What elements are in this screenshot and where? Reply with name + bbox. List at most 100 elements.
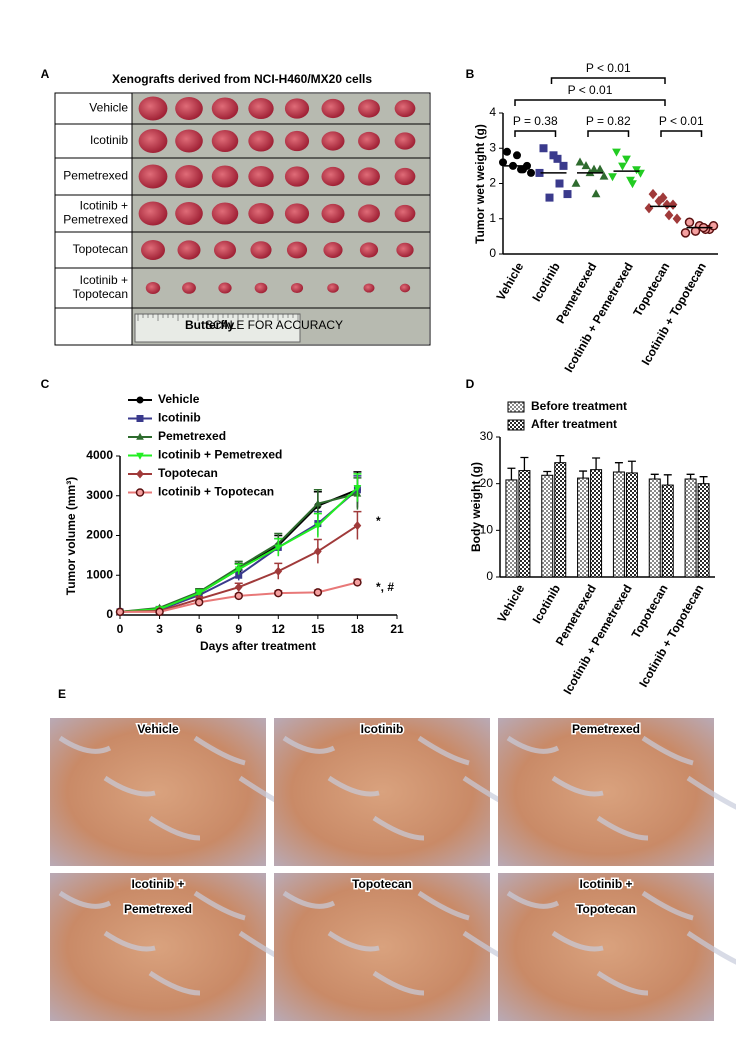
tumor xyxy=(250,241,272,259)
point xyxy=(672,213,682,224)
panel-label: D xyxy=(466,377,475,391)
legend-label: Topotecan xyxy=(158,466,218,480)
row-label: Pemetrexed xyxy=(63,213,128,227)
point xyxy=(622,155,631,164)
tumor xyxy=(211,165,239,188)
tumor xyxy=(321,203,345,224)
point xyxy=(555,179,564,188)
bar xyxy=(505,479,518,578)
tumor xyxy=(323,242,343,258)
tumor xyxy=(138,96,168,121)
ruler-text: Butterfly xyxy=(185,318,235,332)
point xyxy=(648,188,658,200)
ruler xyxy=(134,313,301,343)
tumor xyxy=(284,203,310,224)
point xyxy=(274,588,283,598)
y-tick-label: 2 xyxy=(489,176,496,190)
stroma xyxy=(193,890,246,921)
x-tick-label: Icotinib + Topotecan xyxy=(636,582,706,690)
tumor xyxy=(182,282,196,294)
point xyxy=(136,396,144,404)
point xyxy=(314,522,322,530)
row-label: Vehicle xyxy=(89,101,128,115)
tumor xyxy=(321,98,345,119)
tumor xyxy=(175,129,203,153)
error-bar xyxy=(699,476,708,484)
point xyxy=(664,210,674,221)
point xyxy=(136,432,144,440)
tumor xyxy=(138,201,168,226)
row-label: Topotecan xyxy=(73,287,128,301)
tumor xyxy=(177,240,201,260)
row-label: Icotinib + xyxy=(80,273,128,287)
error-bar xyxy=(520,456,529,471)
error-bar xyxy=(650,473,659,479)
y-tick-label: 3000 xyxy=(86,488,113,502)
y-axis-label: Body weight (g) xyxy=(469,462,483,552)
point xyxy=(668,199,678,210)
stroma xyxy=(506,890,560,909)
tumor xyxy=(394,99,416,118)
tumor xyxy=(175,96,203,121)
significance-bracket xyxy=(514,99,666,106)
bar xyxy=(554,462,567,578)
stroma xyxy=(641,735,694,766)
significance-label: P = 0.82 xyxy=(586,114,631,128)
point xyxy=(234,582,243,592)
tumor xyxy=(248,97,274,120)
legend-label: Pemetrexed xyxy=(158,429,226,443)
tumor xyxy=(141,240,165,260)
point xyxy=(353,521,362,531)
point xyxy=(618,162,627,171)
image-label: Topotecan xyxy=(576,902,636,916)
stroma xyxy=(193,735,246,766)
panel-label: A xyxy=(41,67,50,81)
point xyxy=(313,588,323,597)
x-tick-label: Icotinib xyxy=(529,260,562,304)
point xyxy=(589,164,599,173)
point xyxy=(539,144,548,153)
bar xyxy=(625,472,638,578)
photo-background xyxy=(132,94,429,344)
point xyxy=(517,165,525,174)
tumor xyxy=(175,201,203,226)
significance-label: P = 0.38 xyxy=(513,114,558,128)
x-tick-label: Icotinib + Topotecan xyxy=(639,260,709,368)
stroma xyxy=(282,735,336,754)
significance-bracket xyxy=(587,130,630,137)
x-tick-label: 18 xyxy=(351,622,365,636)
tumor xyxy=(358,167,380,186)
point xyxy=(234,591,243,601)
point xyxy=(571,178,581,187)
x-tick-label: Topotecan xyxy=(629,582,671,641)
bar xyxy=(518,470,531,578)
error-bar xyxy=(579,470,588,479)
tumor xyxy=(286,241,308,259)
y-tick-label: 0 xyxy=(489,246,496,260)
y-tick-label: 3 xyxy=(489,140,496,154)
tumor xyxy=(394,204,416,223)
legend-swatch xyxy=(507,419,525,431)
point xyxy=(559,161,568,170)
stroma xyxy=(372,970,425,996)
image-label: Vehicle xyxy=(137,722,179,736)
significance-label: P < 0.01 xyxy=(568,83,613,97)
error-bar xyxy=(556,455,565,463)
tumor xyxy=(175,164,203,189)
row-label: Icotinib + xyxy=(80,199,128,213)
row-label: Icotinib xyxy=(90,133,128,147)
image-label: Icotinib xyxy=(361,722,404,736)
point xyxy=(136,452,144,460)
stroma xyxy=(327,775,380,797)
image-label: Pemetrexed xyxy=(572,722,640,736)
x-tick-label: 0 xyxy=(117,622,124,636)
annotation: *, # xyxy=(376,580,394,594)
legend-label: Vehicle xyxy=(158,392,200,406)
stroma xyxy=(417,735,470,766)
x-tick-label: Icotinib + Pemetrexed xyxy=(560,582,634,697)
point xyxy=(553,154,562,163)
bar xyxy=(577,477,590,578)
point xyxy=(135,488,145,497)
y-tick-label: 20 xyxy=(480,476,494,490)
panel-label: B xyxy=(466,67,475,81)
